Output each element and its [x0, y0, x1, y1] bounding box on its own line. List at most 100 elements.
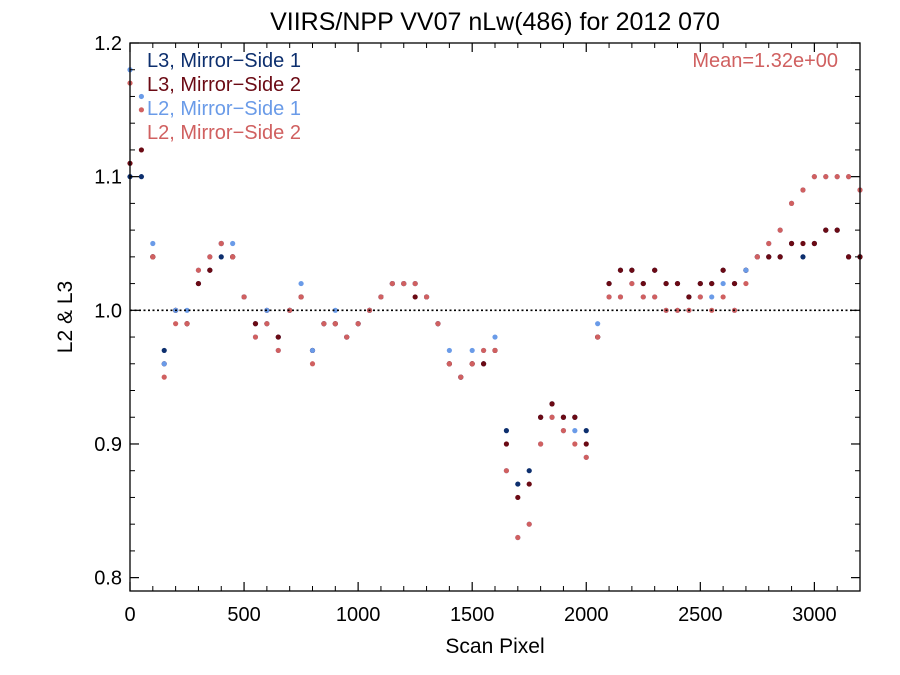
- y-axis: 0.8 0.9 1.0 1.1 1.2: [94, 33, 860, 590]
- data-point: [309, 347, 316, 354]
- data-point: [811, 240, 817, 247]
- data-point: [526, 521, 532, 527]
- data-point: [287, 307, 293, 313]
- data-point: [469, 347, 475, 354]
- data-point: [230, 254, 236, 260]
- x-axis: 0 500 1000 1500 2000 2500 3000: [124, 43, 838, 626]
- data-point: [766, 240, 772, 247]
- data-point: [743, 267, 749, 273]
- data-point: [560, 414, 567, 420]
- data-point: [800, 254, 806, 260]
- data-point: [412, 280, 418, 287]
- x-tick-label: 2000: [564, 604, 609, 626]
- y-axis-label: L2 & L3: [54, 281, 77, 353]
- data-point: [834, 227, 840, 233]
- legend-entry: L3, Mirror−Side 2: [147, 74, 301, 96]
- data-point: [560, 428, 567, 434]
- data-point: [138, 107, 145, 113]
- data-point: [480, 361, 487, 367]
- data-point: [230, 240, 236, 247]
- data-point: [184, 307, 190, 313]
- x-tick-label: 3000: [792, 604, 837, 626]
- data-point: [138, 174, 145, 180]
- data-point: [332, 307, 338, 313]
- data-point: [458, 374, 464, 380]
- data-point: [629, 267, 635, 273]
- data-point: [538, 441, 544, 447]
- data-point: [595, 334, 601, 340]
- plot-area: 0 500 1000 1500 2000 2500 3000 0.8 0.9 1.0 1.1 1.2: [94, 33, 863, 626]
- data-point: [515, 534, 521, 541]
- data-point: [640, 294, 646, 300]
- x-axis-label: Scan Pixel: [445, 635, 544, 658]
- data-point: [344, 334, 350, 340]
- data-point: [834, 174, 840, 180]
- data-point: [332, 321, 338, 327]
- data-point: [446, 361, 452, 367]
- data-point: [150, 254, 156, 260]
- data-point: [731, 280, 738, 287]
- data-point: [423, 294, 430, 300]
- legend-entry: L2, Mirror−Side 2: [147, 122, 301, 144]
- data-point: [606, 294, 612, 300]
- data-point: [218, 240, 224, 247]
- data-point: [207, 254, 213, 260]
- data-point: [640, 280, 646, 287]
- data-point: [572, 441, 578, 447]
- data-point: [492, 347, 498, 354]
- data-point: [766, 254, 772, 260]
- data-point: [480, 347, 487, 354]
- data-point: [161, 361, 167, 367]
- data-point: [663, 280, 669, 287]
- data-point: [720, 267, 726, 273]
- data-point: [435, 321, 441, 327]
- data-point: [195, 267, 202, 273]
- data-point: [264, 321, 270, 327]
- data-point: [138, 147, 145, 153]
- data-point: [777, 227, 783, 233]
- data-point: [401, 280, 407, 287]
- data-point: [275, 334, 281, 340]
- data-point: [195, 280, 202, 287]
- data-point: [720, 280, 726, 287]
- data-point: [709, 280, 715, 287]
- series-markers: [127, 80, 863, 541]
- x-tick-label: 2500: [678, 604, 723, 626]
- data-point: [549, 401, 555, 407]
- data-point: [549, 414, 555, 420]
- data-point: [583, 441, 589, 447]
- data-point: [617, 267, 624, 273]
- data-point: [412, 294, 418, 300]
- x-tick-label: 0: [124, 604, 135, 626]
- data-point: [686, 294, 692, 300]
- data-point: [788, 240, 795, 247]
- series-markers: [127, 147, 863, 501]
- data-point: [150, 240, 156, 247]
- data-point: [469, 361, 475, 367]
- data-point: [845, 254, 852, 260]
- data-point: [503, 428, 510, 434]
- data-point: [754, 254, 760, 260]
- y-tick-label: 0.9: [94, 434, 122, 456]
- data-point: [572, 414, 578, 420]
- data-point: [652, 267, 658, 273]
- data-point: [298, 280, 304, 287]
- legend: L3, Mirror−Side 1L3, Mirror−Side 2L2, Mi…: [147, 50, 301, 144]
- data-point: [538, 414, 544, 420]
- data-point: [629, 280, 635, 287]
- data-point: [652, 294, 658, 300]
- data-point: [845, 174, 852, 180]
- data-point: [823, 227, 829, 233]
- data-point: [800, 240, 806, 247]
- data-point: [503, 468, 510, 474]
- data-point: [355, 321, 361, 327]
- y-tick-label: 1.2: [94, 33, 122, 55]
- data-point: [389, 280, 395, 287]
- data-point: [720, 294, 726, 300]
- data-point: [583, 428, 589, 434]
- data-point: [788, 200, 795, 206]
- data-point: [309, 361, 316, 367]
- data-point: [709, 294, 715, 300]
- data-point: [515, 494, 521, 501]
- data-point: [252, 321, 259, 327]
